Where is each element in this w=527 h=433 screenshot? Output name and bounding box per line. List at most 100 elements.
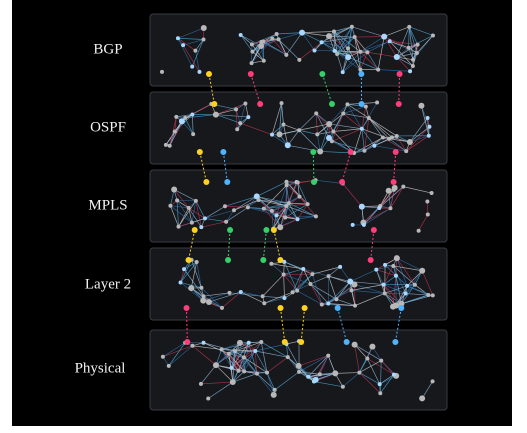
link-node <box>335 305 341 311</box>
network-node <box>345 54 351 60</box>
network-node <box>206 397 210 401</box>
network-node <box>345 102 349 106</box>
network-node <box>282 272 286 276</box>
network-node <box>230 379 236 385</box>
network-node <box>199 286 203 290</box>
network-node <box>369 344 375 350</box>
network-node <box>238 121 242 125</box>
network-node <box>346 46 350 50</box>
network-node <box>391 264 395 268</box>
network-node <box>190 344 194 348</box>
network-node <box>381 136 385 140</box>
network-node <box>349 288 353 292</box>
network-node <box>352 342 358 348</box>
network-node <box>234 107 238 111</box>
network-node <box>176 36 180 40</box>
network-node <box>306 375 310 379</box>
network-node <box>190 65 194 69</box>
network-node <box>181 43 185 47</box>
link-node <box>393 149 399 155</box>
network-node <box>401 185 405 189</box>
network-node <box>283 216 287 220</box>
link-node <box>329 101 335 107</box>
network-node <box>427 125 431 129</box>
link-node <box>224 179 230 185</box>
network-node <box>173 130 177 134</box>
link-node <box>192 227 198 233</box>
network-node <box>386 188 392 194</box>
network-node <box>275 32 279 36</box>
network-node <box>201 294 205 298</box>
layer-label: Physical <box>75 360 126 376</box>
network-node <box>262 59 266 63</box>
link-node <box>392 339 398 345</box>
network-node <box>239 290 243 294</box>
network-node <box>281 122 285 126</box>
network-node <box>280 101 284 105</box>
network-node <box>330 139 334 143</box>
network-node <box>179 281 183 285</box>
network-node <box>202 341 206 345</box>
network-node <box>357 371 361 375</box>
network-node <box>275 213 279 217</box>
network-node <box>188 285 194 291</box>
network-node <box>426 213 430 217</box>
panel-frame <box>150 92 447 164</box>
network-node <box>227 291 231 295</box>
network-node <box>383 263 387 267</box>
network-node <box>224 220 228 224</box>
network-node <box>347 279 353 285</box>
network-node <box>297 195 301 199</box>
network-node <box>332 30 336 34</box>
link-node <box>271 227 277 233</box>
network-node <box>320 40 324 44</box>
layer-label: Layer 2 <box>85 276 131 292</box>
network-node <box>367 116 371 120</box>
network-node <box>179 118 185 124</box>
link-node <box>344 339 350 345</box>
network-node <box>338 265 342 269</box>
network-node <box>365 50 369 54</box>
network-node <box>341 112 345 116</box>
network-node <box>331 130 335 134</box>
network-node <box>168 144 172 148</box>
network-node <box>291 290 295 294</box>
network-node <box>286 355 290 359</box>
network-node <box>426 293 430 297</box>
network-node <box>327 274 331 278</box>
network-node <box>265 371 269 375</box>
network-node <box>284 180 288 184</box>
link-node <box>206 71 212 77</box>
network-node <box>358 50 362 54</box>
network-node <box>351 223 355 227</box>
network-node <box>375 101 379 105</box>
network-node <box>407 139 413 145</box>
network-node <box>297 58 301 62</box>
network-node <box>199 225 203 229</box>
network-node <box>320 302 324 306</box>
network-node <box>250 50 254 54</box>
network-node <box>334 297 338 301</box>
link-node <box>248 71 254 77</box>
network-node <box>359 204 365 210</box>
network-node <box>419 268 425 274</box>
network-node <box>372 144 376 148</box>
network-node <box>405 284 409 288</box>
network-node <box>341 385 345 389</box>
network-node <box>271 392 277 398</box>
network-node <box>177 225 181 229</box>
network-node <box>418 103 424 109</box>
link-node <box>397 71 403 77</box>
network-node <box>232 208 236 212</box>
network-node <box>333 49 337 53</box>
network-node <box>197 70 201 74</box>
network-node <box>387 137 391 141</box>
network-node <box>417 229 421 233</box>
network-node <box>326 33 332 39</box>
link-node <box>359 101 365 107</box>
network-node <box>392 373 396 377</box>
link-node <box>186 257 192 263</box>
network-node <box>326 302 330 306</box>
link-node <box>391 179 397 185</box>
network-node <box>239 33 243 37</box>
